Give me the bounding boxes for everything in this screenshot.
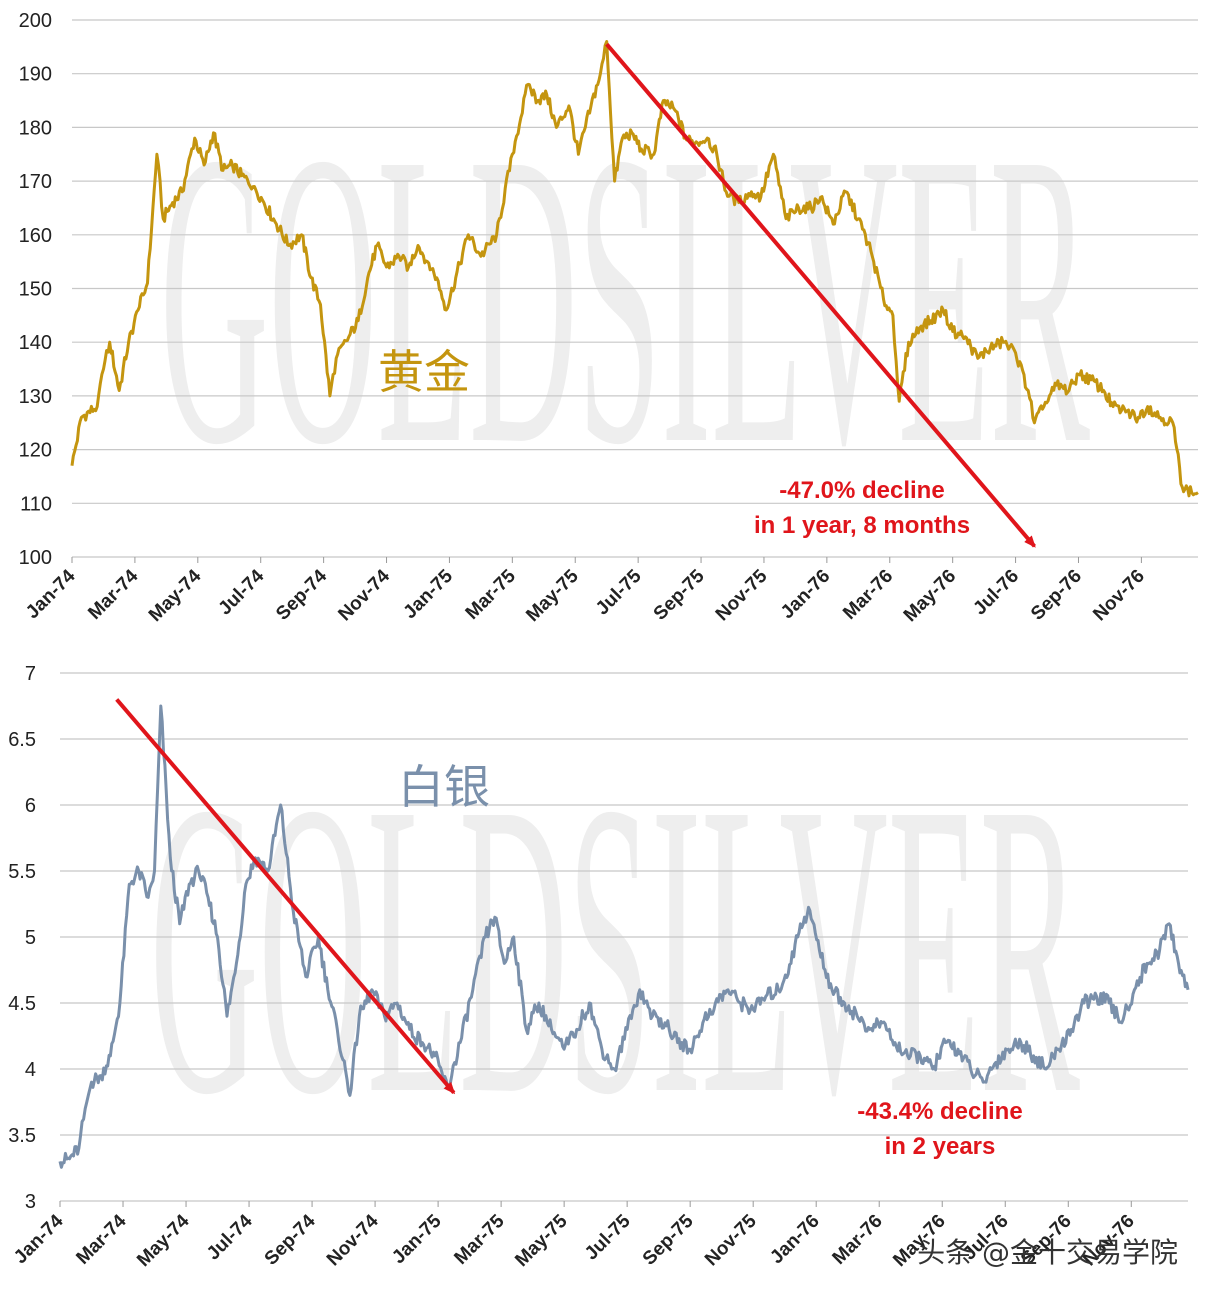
gold-x-tick-label: Nov-75 (712, 565, 772, 625)
gold-x-tick-label: Sep-74 (272, 565, 331, 624)
gold-x-tick-label: Nov-74 (334, 565, 394, 625)
gold-y-tick-label: 110 (20, 493, 52, 515)
silver-annotation-line1: -43.4% decline (857, 1098, 1022, 1125)
gold-x-tick-label: May-74 (145, 565, 206, 626)
gold-x-tick-label: Nov-76 (1089, 566, 1149, 626)
silver-y-tick-label: 6 (25, 795, 36, 817)
gold-y-tick-label: 190 (19, 64, 52, 86)
gold-y-tick-label: 100 (19, 547, 52, 569)
gold-x-tick-label: Mar-75 (462, 565, 520, 623)
gold-x-tick-label: Mar-76 (839, 566, 897, 624)
silver-x-tick-label: Jan-75 (388, 1210, 446, 1268)
silver-series-label: 白银 (398, 760, 490, 814)
gold-x-tick-label: Jul-76 (969, 566, 1023, 620)
gold-y-tick-label: 120 (19, 440, 52, 462)
gold-y-tick-label: 160 (19, 225, 52, 247)
gold-annotation-line2: in 1 year, 8 months (754, 512, 970, 539)
gold-price-line (70, 40, 1199, 498)
silver-y-tick-label: 3 (25, 1191, 36, 1213)
gold-annotation-line1: -47.0% decline (779, 477, 944, 504)
gold-x-tick-label: May-75 (522, 565, 583, 626)
silver-x-tick-label: Mar-76 (829, 1211, 887, 1269)
silver-x-tick-label: Sep-74 (261, 1210, 320, 1269)
silver-annotation-line2: in 2 years (885, 1133, 996, 1160)
gold-y-tick-label: 180 (19, 117, 52, 139)
gold-x-tick-label: Sep-75 (650, 565, 709, 624)
silver-x-tick-label: Nov-74 (323, 1210, 383, 1270)
gold-x-tick-label: Jan-76 (777, 566, 834, 623)
gold-x-tick-label: Jul-75 (592, 565, 646, 619)
silver-x-tick-label: Jan-76 (766, 1211, 823, 1268)
gold-y-tick-label: 200 (19, 10, 52, 32)
silver-x-tick-label: Mar-75 (450, 1210, 508, 1268)
silver-x-tick-label: Jan-74 (10, 1210, 68, 1268)
gold-series-label: 黄金 (378, 345, 470, 399)
silver-y-tick-label: 7 (25, 663, 36, 685)
silver-x-tick-label: Nov-75 (701, 1210, 761, 1270)
gold-x-tick-label: May-76 (900, 566, 960, 626)
silver-price-line (58, 704, 1190, 1169)
silver-y-tick-label: 5.5 (8, 861, 36, 883)
silver-y-tick-label: 5 (25, 927, 36, 949)
silver-y-tick-label: 6.5 (8, 729, 36, 751)
gold-y-tick-label: 170 (19, 171, 52, 193)
credit-text: 头条 @金十交易学院 (917, 1236, 1178, 1269)
silver-x-tick-label: Mar-74 (72, 1210, 130, 1268)
silver-x-tick-label: Jul-75 (581, 1210, 635, 1264)
gold-x-tick-label: Jan-74 (22, 565, 80, 623)
watermark-silver: GOLDSILVER (150, 716, 1081, 1181)
watermark-gold: GOLDSILVER (160, 66, 1091, 531)
gold-x-tick-label: Sep-76 (1027, 566, 1086, 625)
gold-y-tick-label: 150 (19, 279, 52, 301)
silver-y-tick-label: 4 (25, 1059, 36, 1081)
gold-trend-arrow (605, 42, 1036, 548)
silver-trend-arrow (115, 698, 456, 1095)
silver-x-tick-label: May-74 (133, 1210, 194, 1271)
silver-x-tick-label: Jul-74 (203, 1210, 257, 1264)
silver-x-tick-label: Sep-75 (639, 1210, 698, 1269)
silver-x-tick-label: May-75 (511, 1210, 572, 1271)
gold-x-tick-label: Jul-74 (215, 565, 269, 619)
gold-y-tick-label: 130 (19, 386, 52, 408)
gold-y-tick-label: 140 (19, 332, 52, 354)
gold-x-tick-label: Mar-74 (84, 565, 142, 623)
gold-x-tick-label: Jan-75 (400, 565, 458, 623)
silver-y-tick-label: 3.5 (8, 1125, 36, 1147)
silver-y-tick-label: 4.5 (8, 993, 36, 1015)
